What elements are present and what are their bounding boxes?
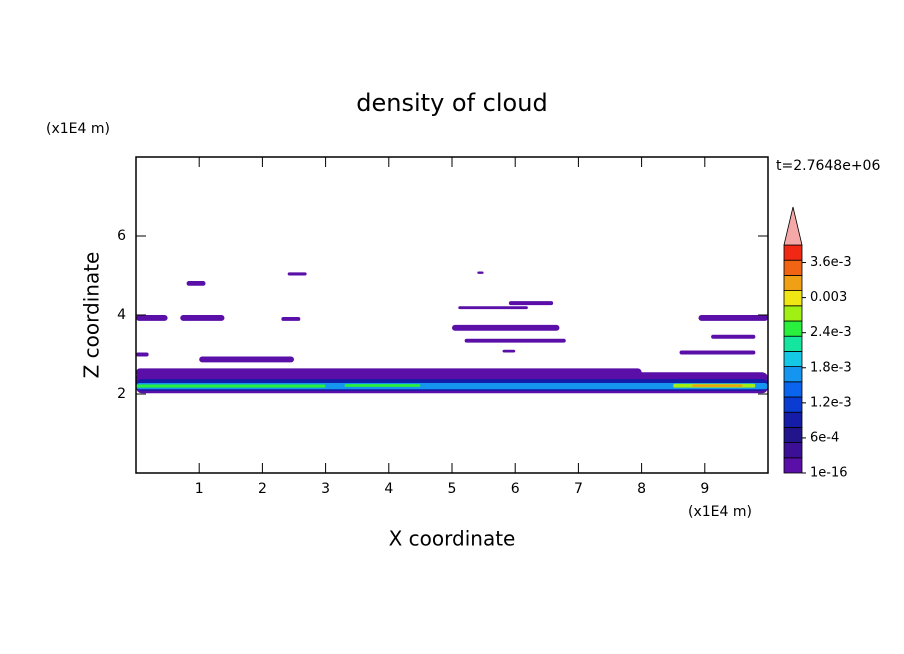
cloud-patch xyxy=(458,306,528,310)
cloud-patch xyxy=(452,324,560,331)
y-axis-label: Z coordinate xyxy=(80,252,104,379)
cloud-patch xyxy=(692,384,743,387)
cloud-patch xyxy=(136,384,326,388)
colorbar-band xyxy=(783,366,803,383)
cloud-patch xyxy=(180,315,225,321)
cloud-patch xyxy=(199,356,294,363)
x-tick-label: 1 xyxy=(195,481,204,497)
plot-frame xyxy=(135,156,769,474)
colorbar-label: 1.2e-3 xyxy=(810,395,852,410)
x-tick-label: 9 xyxy=(700,481,709,497)
time-label: t=2.7648e+06 xyxy=(776,158,880,174)
colorbar-band xyxy=(783,290,803,307)
colorbar-band xyxy=(783,320,803,337)
x-tick-label: 6 xyxy=(511,481,520,497)
colorbar-band xyxy=(783,426,803,443)
cloud-patch xyxy=(477,271,484,274)
x-tick-label: 8 xyxy=(637,481,646,497)
cloud-patch xyxy=(281,316,301,321)
y-unit: (x1E4 m) xyxy=(46,121,110,137)
colorbar-band xyxy=(783,244,803,261)
colorbar-label: 3.6e-3 xyxy=(810,255,852,270)
cloud-patch xyxy=(136,315,168,321)
colorbar-band xyxy=(783,305,803,322)
y-tick-label: 6 xyxy=(117,228,126,244)
colorbar-band xyxy=(783,457,803,474)
colorbar-band xyxy=(783,381,803,398)
colorbar-band xyxy=(783,442,803,459)
colorbar-band xyxy=(783,274,803,291)
colorbar-label: 6e-4 xyxy=(810,430,839,445)
x-axis-label: X coordinate xyxy=(389,527,516,551)
cloud-patch xyxy=(136,352,149,357)
colorbar-label: 2.4e-3 xyxy=(810,325,852,340)
cloud-patch xyxy=(344,384,421,387)
x-tick-label: 2 xyxy=(258,481,267,497)
cloud-patch xyxy=(502,349,516,353)
cloud-patch xyxy=(698,315,768,321)
colorbar-band xyxy=(783,350,803,367)
colorbar-over xyxy=(783,206,803,246)
y-tick-label: 2 xyxy=(117,386,126,402)
cloud-patch xyxy=(508,301,554,306)
y-tick-label: 4 xyxy=(117,307,126,323)
colorbar-band xyxy=(783,396,803,413)
chart-title: density of cloud xyxy=(356,89,547,117)
colorbar-band xyxy=(783,411,803,428)
cloud-patch xyxy=(186,281,206,286)
colorbar-label: 1e-16 xyxy=(810,466,848,481)
colorbar-label: 0.003 xyxy=(810,290,847,305)
x-tick-label: 3 xyxy=(321,481,330,497)
colorbar-band xyxy=(783,335,803,352)
cloud-patch xyxy=(711,334,756,339)
cloud-patch xyxy=(464,338,566,343)
x-unit: (x1E4 m) xyxy=(688,504,752,520)
cloud-patch xyxy=(136,368,642,377)
x-tick-label: 7 xyxy=(574,481,583,497)
x-tick-label: 5 xyxy=(448,481,457,497)
x-tick-label: 4 xyxy=(384,481,393,497)
colorbar-label: 1.8e-3 xyxy=(810,360,852,375)
colorbar-band xyxy=(783,259,803,276)
cloud-patch xyxy=(287,272,307,276)
cloud-patch xyxy=(679,350,756,355)
